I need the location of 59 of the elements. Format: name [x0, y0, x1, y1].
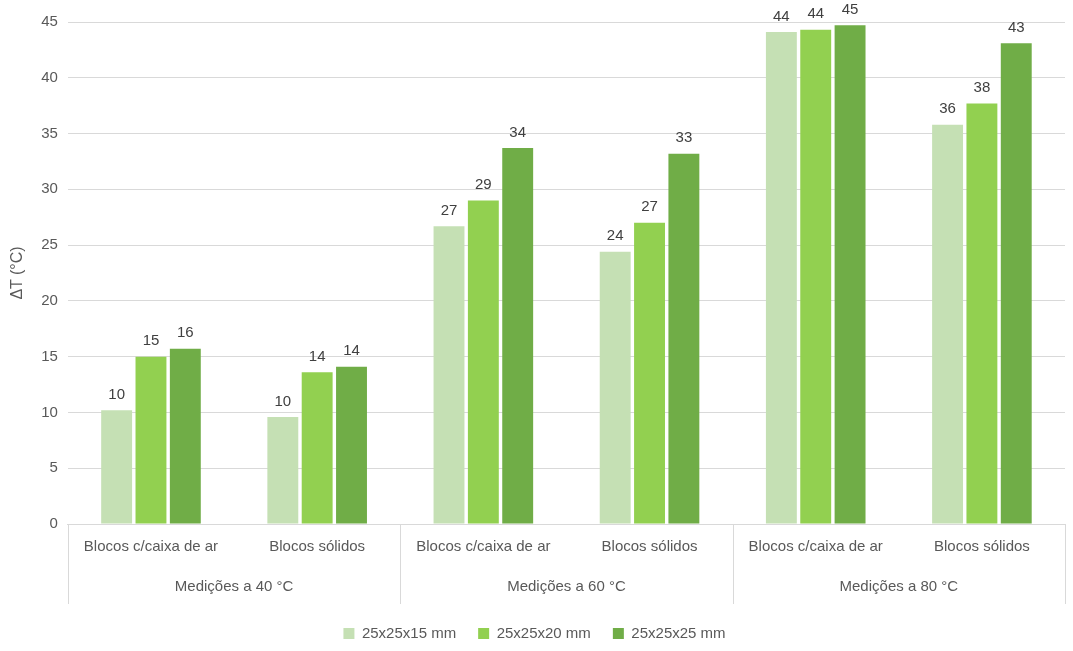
- data-label: 44: [773, 6, 790, 24]
- bar: [800, 29, 832, 524]
- bar: [336, 366, 367, 524]
- x-tick-label: Blocos c/caixa de ar: [748, 537, 883, 555]
- data-label: 15: [142, 331, 160, 349]
- bar: [433, 226, 465, 524]
- bar: [932, 124, 964, 524]
- data-label: 16: [176, 323, 194, 341]
- bar: [467, 200, 499, 524]
- data-label: 29: [475, 175, 492, 193]
- y-tick-label: 20: [41, 291, 58, 309]
- data-label: 33: [675, 128, 693, 146]
- bar: [169, 348, 201, 524]
- bar: [668, 153, 700, 524]
- x-tick-label: Blocos sólidos: [933, 537, 1030, 555]
- bar: [1000, 43, 1032, 524]
- y-tick-label: 15: [41, 346, 58, 364]
- text: Medições a 40 °C: [174, 577, 294, 595]
- data-label: 14: [343, 341, 360, 359]
- x-tick-label: Blocos sólidos: [269, 537, 366, 555]
- y-tick-label: 35: [41, 123, 58, 141]
- bar: [301, 372, 333, 524]
- data-label: 43: [1007, 17, 1025, 35]
- x-tick-label: Blocos c/caixa de ar: [416, 537, 551, 555]
- y-tick-label: 25: [41, 235, 58, 253]
- y-axis-title: ΔT (°C): [8, 246, 26, 300]
- text: Medições a 60 °C: [507, 577, 626, 595]
- data-label: 27: [641, 197, 658, 215]
- data-label: 44: [807, 4, 825, 22]
- bar: [135, 356, 167, 524]
- y-tick-label: 5: [49, 458, 58, 476]
- legend-label: 25x25x15 mm: [361, 623, 457, 641]
- data-label: 36: [939, 99, 956, 117]
- y-tick-label: 40: [41, 67, 58, 85]
- x-tick-label: Blocos c/caixa de ar: [83, 537, 219, 555]
- bar: [834, 25, 866, 524]
- text: Medições a 80 °C: [839, 577, 959, 595]
- data-label: 38: [973, 78, 991, 96]
- data-label: 24: [606, 226, 624, 244]
- y-tick-label: 45: [41, 12, 58, 30]
- bar: [634, 222, 665, 524]
- x-tick-label: Blocos sólidos: [601, 537, 698, 555]
- data-label: 10: [108, 384, 125, 402]
- legend-label: 25x25x25 mm: [631, 623, 726, 641]
- bar: [765, 32, 797, 524]
- bar: [101, 410, 133, 524]
- data-label: 45: [841, 0, 859, 17]
- legend-label: 25x25x20 mm: [496, 623, 591, 641]
- y-tick-label: 10: [41, 402, 58, 420]
- data-label: 10: [274, 391, 292, 409]
- bar: [267, 416, 299, 524]
- data-label: 27: [440, 200, 458, 218]
- bar: [966, 103, 998, 524]
- y-tick-label: 30: [41, 179, 58, 197]
- bar: [599, 251, 631, 524]
- bar: [502, 148, 534, 524]
- y-tick-label: 0: [49, 514, 58, 532]
- data-label: 14: [308, 346, 326, 364]
- data-label: 34: [509, 122, 527, 140]
